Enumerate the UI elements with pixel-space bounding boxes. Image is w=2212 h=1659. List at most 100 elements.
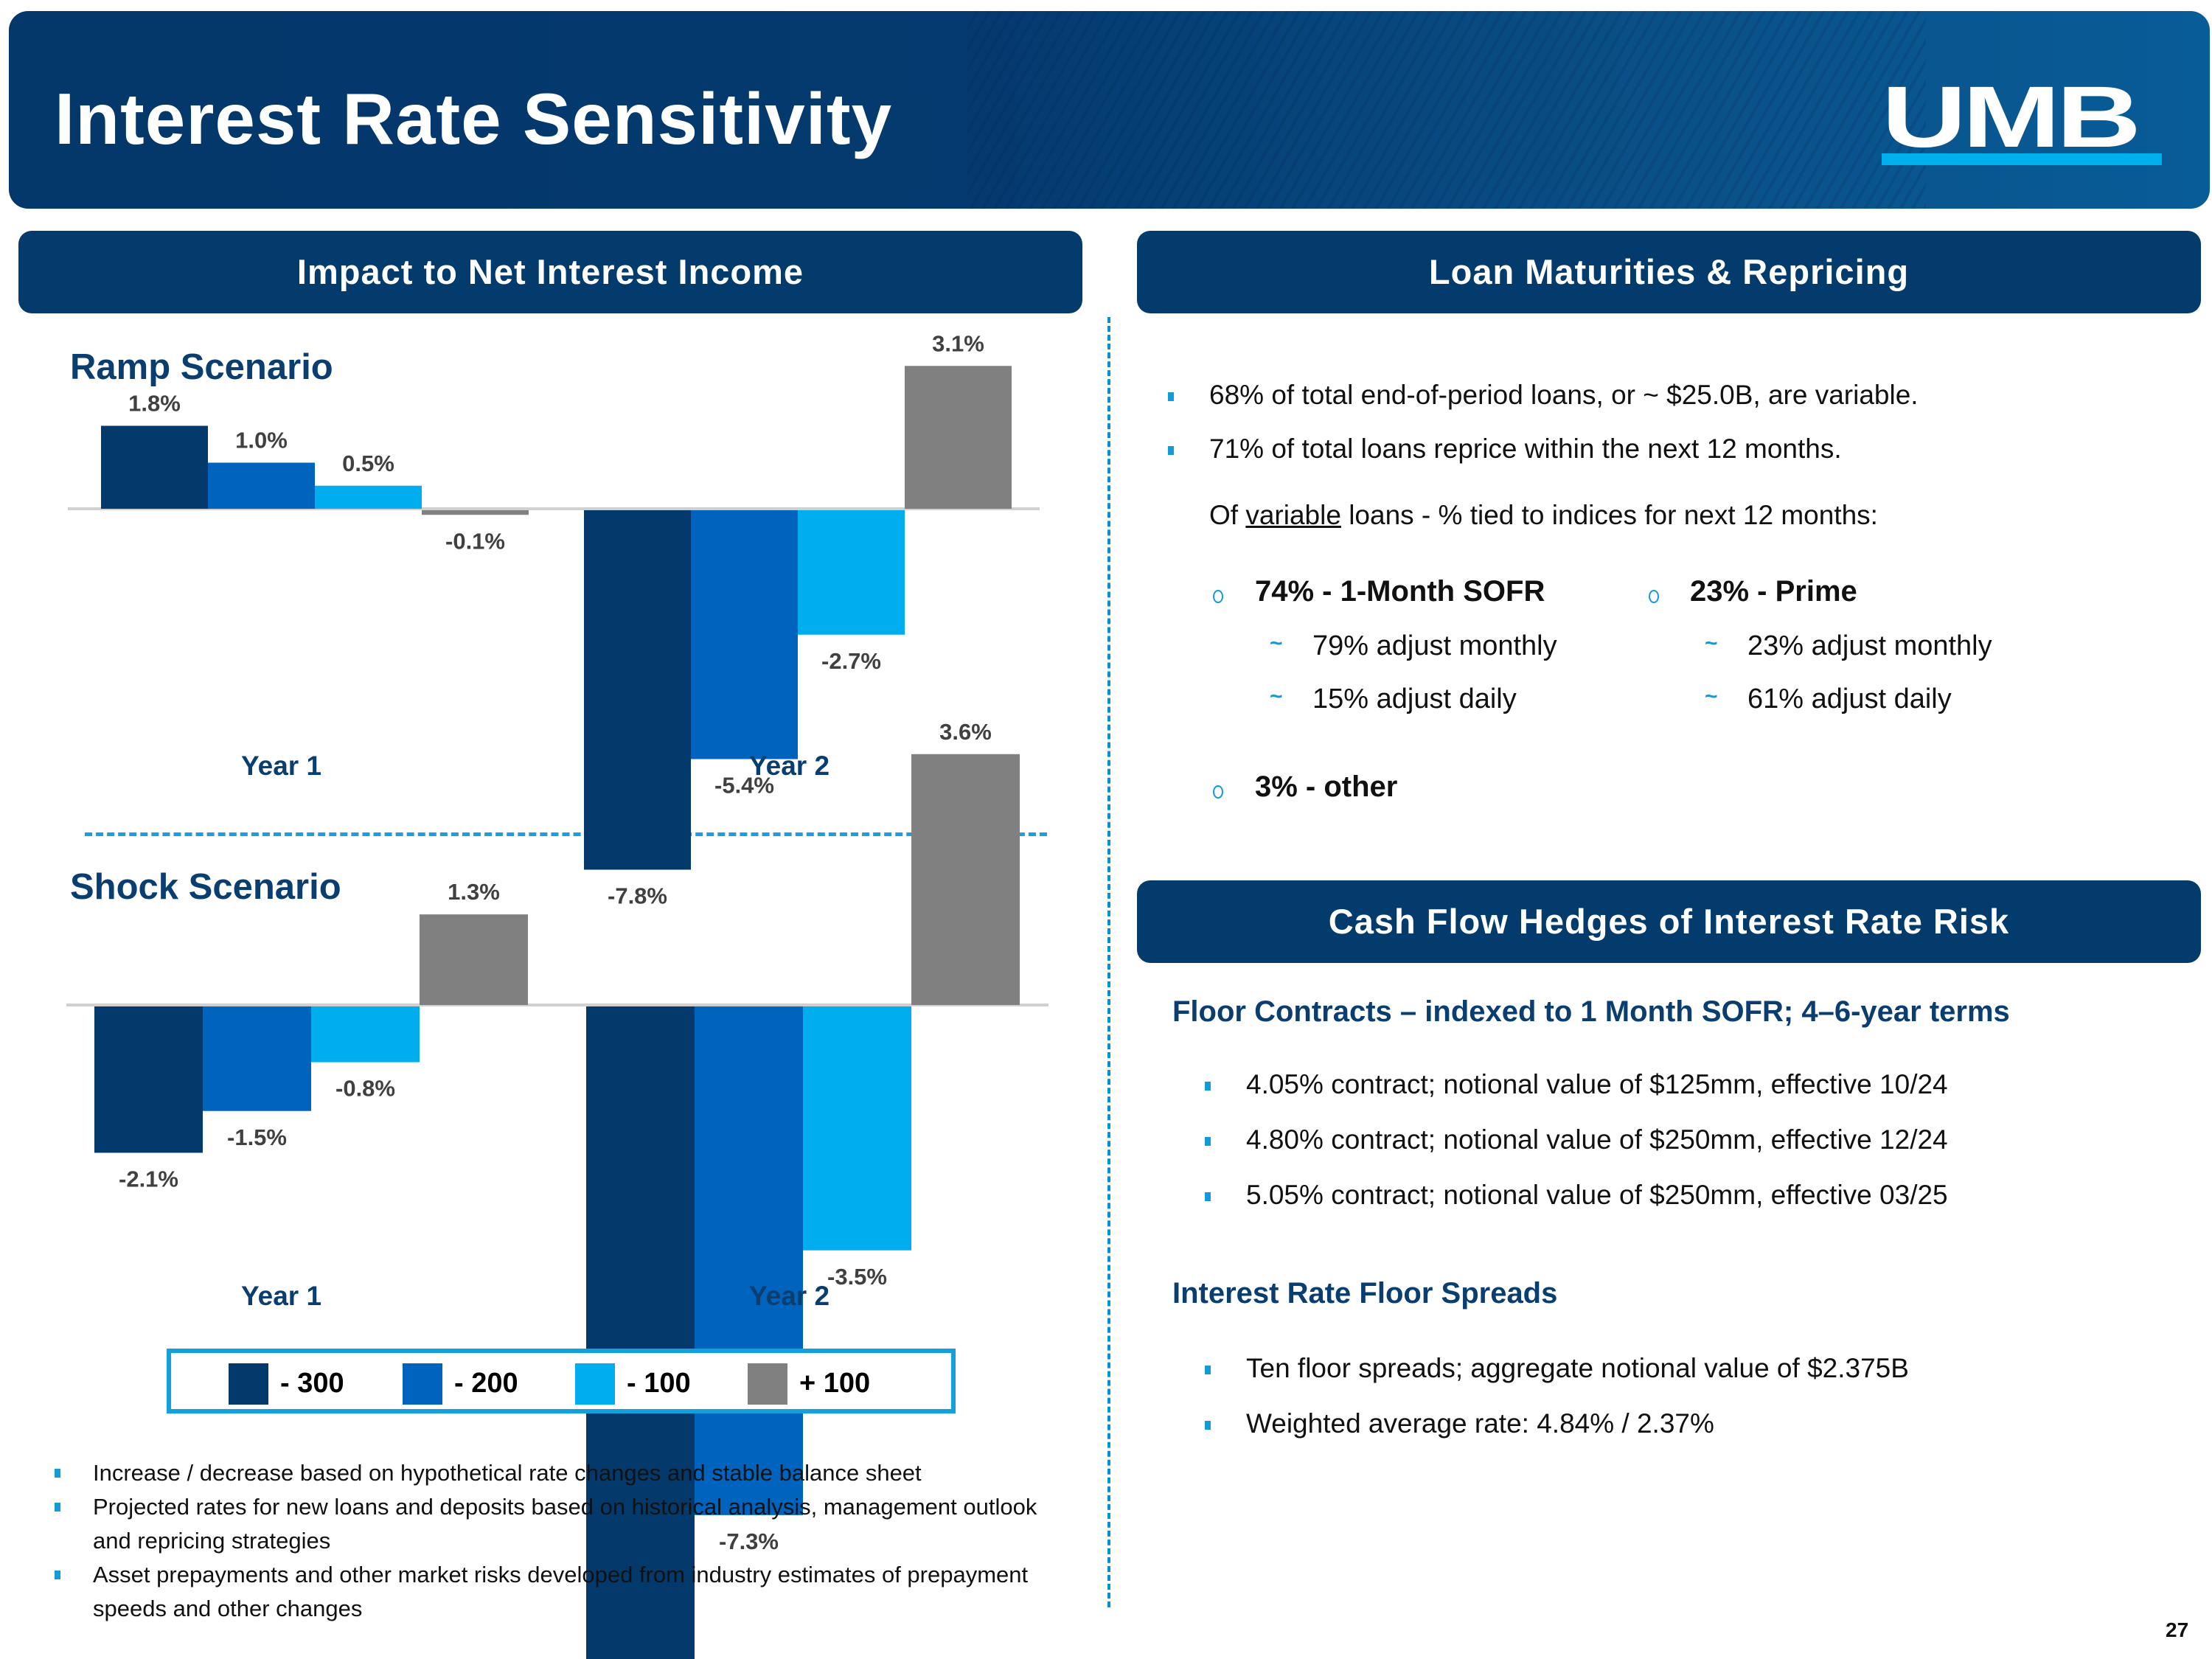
shock-year-2-label: Year 2 [749, 1281, 830, 1311]
sofr-monthly: 79% adjust monthly [1312, 630, 1557, 661]
ramp-bar-year1-plus-100 [422, 510, 529, 515]
circle-bullet-icon [1649, 590, 1659, 603]
ramp-bar-label-year2-minus-300: -7.8% [608, 883, 667, 909]
floor-spreads-heading: Interest Rate Floor Spreads [1172, 1277, 1558, 1310]
intro-prefix: Of [1209, 500, 1246, 530]
shock-bar-label-year1-minus-300: -2.1% [119, 1166, 178, 1192]
intro-suffix: loans - % tied to indices for next 12 mo… [1340, 500, 1878, 530]
square-bullet-icon [1205, 1421, 1211, 1430]
shock-bar-label-year2-minus-100: -3.5% [827, 1264, 887, 1290]
shock-bar-year2-plus-100 [911, 754, 1020, 1005]
shock-bar-label-year1-plus-100: 1.3% [448, 879, 500, 905]
legend-swatch [403, 1363, 442, 1405]
square-bullet-icon [1205, 1366, 1211, 1374]
legend-swatch [748, 1363, 787, 1405]
ramp-bar-year2-minus-300 [584, 510, 691, 870]
shock-bar-label-year1-minus-100: -0.8% [335, 1076, 395, 1102]
ramp-bar-label-year2-minus-200: -5.4% [714, 773, 774, 799]
bullet-text: 68% of total end-of-period loans, or ~ $… [1209, 380, 1919, 410]
floor-spread-text: Weighted average rate: 4.84% / 2.37% [1246, 1408, 1714, 1439]
floor-contract-text: 4.05% contract; notional value of $125mm… [1246, 1069, 1948, 1099]
floor-spread-item: Ten floor spreads; aggregate notional va… [1205, 1353, 1909, 1384]
tilde-bullet-icon: ~ [1270, 631, 1283, 655]
prime-monthly: 23% adjust monthly [1747, 630, 1992, 661]
legend-label: - 300 [280, 1368, 344, 1399]
circle-bullet-icon [1213, 590, 1223, 603]
floor-contract-text: 5.05% contract; notional value of $250mm… [1246, 1180, 1948, 1210]
floor-spread-text: Ten floor spreads; aggregate notional va… [1246, 1353, 1909, 1383]
logo-underline-bar [1882, 153, 2162, 165]
section-header-loan-maturities: Loan Maturities & Repricing [1137, 231, 2201, 313]
footnote-item: Increase / decrease based on hypothetica… [53, 1456, 1056, 1490]
index-prime: 23% - Prime [1690, 575, 1857, 608]
shock-year-1-label: Year 1 [241, 1281, 322, 1311]
ramp-scenario-title: Ramp Scenario [70, 347, 333, 387]
square-bullet-icon [1205, 1192, 1211, 1201]
bullet-text: 71% of total loans reprice within the ne… [1209, 434, 1842, 464]
floor-contract-item: 5.05% contract; notional value of $250mm… [1205, 1180, 1948, 1211]
ramp-bar-label-year1-minus-100: 0.5% [342, 451, 394, 476]
sofr-daily: 15% adjust daily [1312, 684, 1517, 714]
title-banner: Interest Rate Sensitivity UMB [9, 11, 2210, 209]
ramp-bar-label-year1-plus-100: -0.1% [445, 528, 505, 554]
shock-bar-label-year2-minus-200: -7.3% [719, 1528, 779, 1554]
legend-swatch [575, 1363, 615, 1405]
square-bullet-icon [1205, 1137, 1211, 1146]
loan-bullet-reprice: 71% of total loans reprice within the ne… [1168, 434, 1842, 465]
banner-stripes-decoration [967, 11, 1926, 209]
ramp-scenario-chart: 1.8% 1.0% 0.5% -0.1% -7.8% -5.4% -2.7% 3.1% [68, 330, 1040, 909]
shock-bar-label-year2-plus-100: 3.6% [939, 719, 992, 745]
prime-daily: 61% adjust daily [1747, 684, 1952, 714]
umb-logo: UMB [1882, 69, 2169, 166]
vertical-divider [1107, 317, 1110, 1607]
shock-scenario-title: Shock Scenario [70, 867, 341, 907]
page-number: 27 [2166, 1618, 2189, 1641]
shock-bar-year1-minus-200 [203, 1006, 311, 1111]
shock-bar-year2-minus-200 [695, 1006, 803, 1515]
intro-underlined-word: variable [1245, 500, 1341, 530]
floor-contracts-heading: Floor Contracts – indexed to 1 Month SOF… [1172, 995, 2010, 1028]
ramp-year-1-label: Year 1 [241, 751, 322, 781]
ramp-bar-year1-minus-200 [208, 462, 315, 509]
shock-bar-year1-minus-100 [311, 1006, 420, 1062]
ramp-year-2-label: Year 2 [749, 751, 830, 781]
footnotes-list: Increase / decrease based on hypothetica… [53, 1456, 1056, 1626]
circle-bullet-icon [1213, 785, 1223, 799]
footnote-text: Asset prepayments and other market risks… [93, 1562, 1029, 1621]
square-bullet-icon [55, 1571, 60, 1579]
variable-loans-intro: Of variable loans - % tied to indices fo… [1209, 500, 1878, 531]
ramp-bar-year2-minus-200 [691, 510, 798, 759]
ramp-bar-label-year1-minus-200: 1.0% [235, 428, 288, 453]
ramp-bar-year2-minus-100 [798, 510, 905, 635]
tilde-bullet-icon: ~ [1705, 631, 1718, 655]
ramp-bar-year1-minus-300 [101, 425, 208, 509]
chart-legend: - 300 - 200 - 100 + 100 [167, 1349, 956, 1413]
ramp-bar-label-year1-minus-300: 1.8% [128, 391, 181, 417]
floor-spread-item: Weighted average rate: 4.84% / 2.37% [1205, 1408, 1714, 1439]
tilde-bullet-icon: ~ [1705, 684, 1718, 709]
square-bullet-icon [55, 1469, 60, 1478]
footnote-text: Increase / decrease based on hypothetica… [93, 1460, 922, 1486]
page-title: Interest Rate Sensitivity [55, 78, 893, 159]
floor-contract-item: 4.05% contract; notional value of $125mm… [1205, 1069, 1948, 1100]
logo-wordmark: UMB [1882, 69, 2141, 166]
horizontal-divider [85, 832, 1047, 836]
ramp-bar-year2-plus-100 [905, 366, 1012, 509]
loan-bullet-variable: 68% of total end-of-period loans, or ~ $… [1168, 380, 1919, 411]
section-header-net-interest-income: Impact to Net Interest Income [18, 231, 1082, 313]
ramp-bar-year1-minus-100 [315, 485, 422, 509]
square-bullet-icon [55, 1503, 60, 1512]
shock-bar-year1-minus-300 [94, 1006, 203, 1153]
shock-bar-year2-minus-100 [803, 1006, 911, 1251]
footnote-item: Asset prepayments and other market risks… [53, 1558, 1056, 1626]
square-bullet-icon [1205, 1082, 1211, 1091]
ramp-bar-label-year2-minus-100: -2.7% [821, 648, 881, 674]
shock-bar-label-year1-minus-200: -1.5% [227, 1124, 287, 1150]
ramp-bar-label-year2-plus-100: 3.1% [932, 330, 984, 356]
index-sofr: 74% - 1-Month SOFR [1255, 575, 1545, 608]
square-bullet-icon [1168, 446, 1174, 455]
square-bullet-icon [1168, 392, 1174, 401]
legend-label: - 100 [627, 1368, 691, 1399]
footnote-item: Projected rates for new loans and deposi… [53, 1490, 1056, 1558]
tilde-bullet-icon: ~ [1270, 684, 1283, 709]
